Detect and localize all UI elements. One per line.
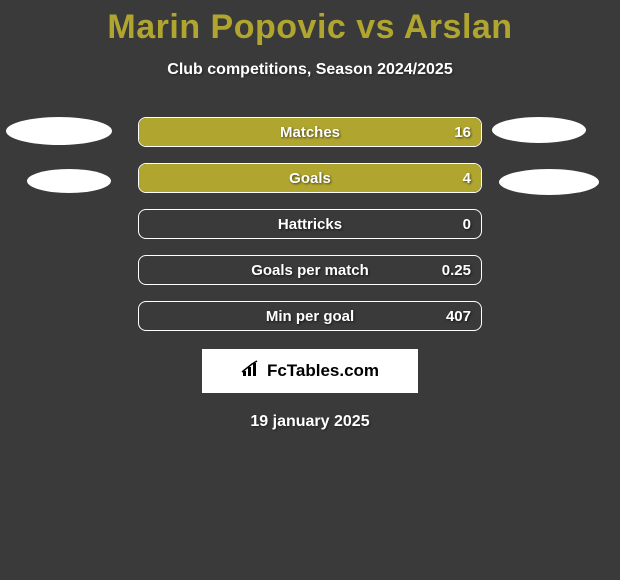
placeholder-ellipse-left-1	[6, 117, 112, 145]
page-subtitle: Club competitions, Season 2024/2025	[0, 61, 620, 79]
stat-bar: Matches16	[138, 117, 482, 147]
stat-bar-label: Matches	[139, 118, 481, 146]
stat-bar-label: Goals	[139, 164, 481, 192]
logo-text: FcTables.com	[267, 361, 379, 381]
stat-bar: Goals4	[138, 163, 482, 193]
stats-bars: Matches16 Goals4 Hattricks0 Goals per match…	[138, 117, 482, 331]
date-label: 19 january 2025	[0, 413, 620, 431]
placeholder-ellipse-right-1	[492, 117, 586, 143]
content-area: Matches16 Goals4 Hattricks0 Goals per match…	[0, 117, 620, 431]
placeholder-ellipse-right-2	[499, 169, 599, 195]
stat-bar-value: 407	[446, 302, 471, 330]
stat-bar: Goals per match0.25	[138, 255, 482, 285]
stat-bar-value: 0.25	[442, 256, 471, 284]
stat-bar: Hattricks0	[138, 209, 482, 239]
stat-bar-value: 4	[463, 164, 471, 192]
stat-bar-value: 16	[454, 118, 471, 146]
bar-chart-icon	[241, 360, 263, 383]
stat-bar: Min per goal407	[138, 301, 482, 331]
logo-box: FcTables.com	[202, 349, 418, 393]
stat-bar-label: Hattricks	[139, 210, 481, 238]
placeholder-ellipse-left-2	[27, 169, 111, 193]
page-title: Marin Popovic vs Arslan	[0, 0, 620, 47]
stat-bar-label: Min per goal	[139, 302, 481, 330]
stat-bar-label: Goals per match	[139, 256, 481, 284]
stat-bar-value: 0	[463, 210, 471, 238]
